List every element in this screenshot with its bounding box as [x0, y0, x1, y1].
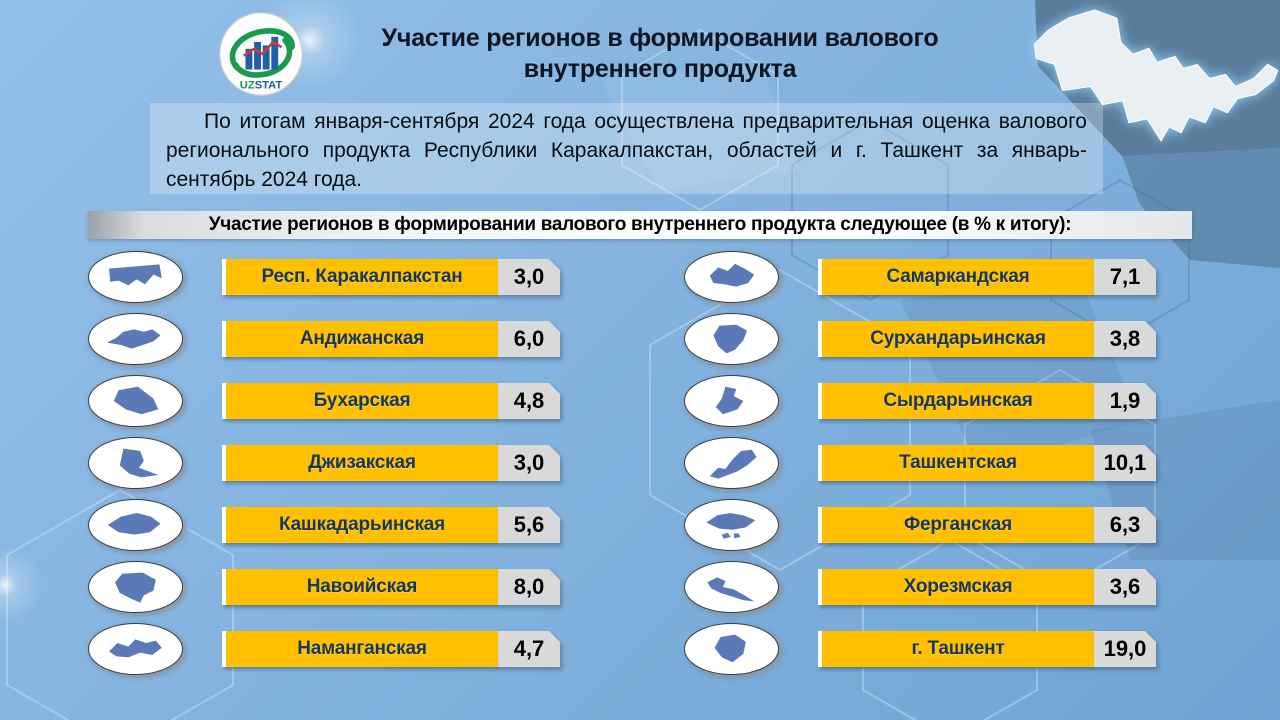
region-value: 8,0	[498, 569, 560, 605]
region-label-bar: Ташкентская	[818, 445, 1094, 481]
region-value: 3,6	[1094, 569, 1156, 605]
region-value: 3,8	[1094, 321, 1156, 357]
region-map-bukhara-icon	[88, 375, 183, 427]
logo-swoosh-icon	[229, 28, 295, 71]
page-title-line2: внутреннего продукта	[523, 55, 797, 83]
region-map-khorezm-icon	[684, 561, 779, 613]
region-name: Бухарская	[313, 390, 411, 411]
region-value: 7,1	[1094, 259, 1156, 295]
region-label-bar: Наманганская	[222, 631, 498, 667]
region-name: Наманганская	[297, 638, 427, 659]
region-name: Сырдарьинская	[883, 390, 1033, 411]
region-value: 4,8	[498, 383, 560, 419]
region-map-samarkand-icon	[684, 251, 779, 303]
regions-column-right: Самаркандская 7,1 Сурхандарьинская 3,8 С…	[684, 251, 1156, 701]
region-map-kashkadarya-icon	[88, 499, 183, 551]
region-row-syrdarya: Сырдарьинская 1,9	[684, 375, 1156, 427]
region-value: 1,9	[1094, 383, 1156, 419]
region-value: 3,0	[498, 259, 560, 295]
logo-trendline-icon	[243, 40, 283, 57]
region-value: 10,1	[1094, 445, 1156, 481]
region-label-bar: Сырдарьинская	[818, 383, 1094, 419]
region-name: Респ. Каракалпакстан	[261, 266, 463, 287]
region-name: Андижанская	[299, 328, 425, 349]
region-name: Навоийская	[306, 576, 418, 597]
region-row-tashkent-region: Ташкентская 10,1	[684, 437, 1156, 489]
lens-flare	[0, 540, 50, 630]
region-map-surkhandarya-icon	[684, 313, 779, 365]
region-label-bar: Сурхандарьинская	[818, 321, 1094, 357]
uzstat-logo: UZSTAT	[219, 12, 303, 96]
region-value: 6,3	[1094, 507, 1156, 543]
region-map-syrdarya-icon	[684, 375, 779, 427]
region-label-bar: Андижанская	[222, 321, 498, 357]
page-title: Участие регионов в формировании валового…	[310, 23, 1010, 85]
region-row-kashkadarya: Кашкадарьинская 5,6	[88, 499, 560, 551]
region-map-fergana-icon	[684, 499, 779, 551]
region-map-jizzakh-icon	[88, 437, 183, 489]
regions-column-left: Респ. Каракалпакстан 3,0 Андижанская 6,0…	[88, 251, 560, 701]
region-map-namangan-icon	[88, 623, 183, 675]
region-label-bar: Самаркандская	[818, 259, 1094, 295]
region-row-navoi: Навоийская 8,0	[88, 561, 560, 613]
region-name: Ферганская	[903, 514, 1013, 535]
region-map-tashkent-city-icon	[684, 623, 779, 675]
region-map-tashkent-region-icon	[684, 437, 779, 489]
region-label-bar: г. Ташкент	[818, 631, 1094, 667]
region-row-bukhara: Бухарская 4,8	[88, 375, 560, 427]
page-title-line1: Участие регионов в формировании валового	[381, 24, 939, 52]
uzbekistan-map-icon	[1033, 9, 1279, 142]
intro-paragraph: По итогам января-сентября 2024 года осущ…	[150, 103, 1103, 194]
section-heading: Участие регионов в формировании валового…	[88, 211, 1192, 239]
region-row-andijan: Андижанская 6,0	[88, 313, 560, 365]
region-label-bar: Джизакская	[222, 445, 498, 481]
region-map-navoi-icon	[88, 561, 183, 613]
region-value: 6,0	[498, 321, 560, 357]
region-label-bar: Бухарская	[222, 383, 498, 419]
region-value: 5,6	[498, 507, 560, 543]
region-row-jizzakh: Джизакская 3,0	[88, 437, 560, 489]
region-label-bar: Кашкадарьинская	[222, 507, 498, 543]
region-name: Кашкадарьинская	[278, 514, 446, 535]
region-row-khorezm: Хорезмская 3,6	[684, 561, 1156, 613]
region-value: 3,0	[498, 445, 560, 481]
region-row-namangan: Наманганская 4,7	[88, 623, 560, 675]
region-name: Сурхандарьинская	[870, 328, 1046, 349]
region-value: 19,0	[1094, 631, 1156, 667]
logo-barchart-icon	[245, 36, 279, 70]
region-row-karakalpakstan: Респ. Каракалпакстан 3,0	[88, 251, 560, 303]
region-name: Самаркандская	[886, 266, 1030, 287]
region-row-surkhandarya: Сурхандарьинская 3,8	[684, 313, 1156, 365]
region-name: Хорезмская	[903, 576, 1013, 597]
region-row-fergana: Ферганская 6,3	[684, 499, 1156, 551]
region-map-andijan-icon	[88, 313, 183, 365]
section-heading-text: Участие регионов в формировании валового…	[208, 214, 1072, 235]
region-name: Ташкентская	[899, 452, 1017, 473]
region-label-bar: Респ. Каракалпакстан	[222, 259, 498, 295]
region-name: Джизакская	[308, 452, 416, 473]
region-label-bar: Ферганская	[818, 507, 1094, 543]
region-name: г. Ташкент	[911, 638, 1005, 659]
region-label-bar: Хорезмская	[818, 569, 1094, 605]
region-label-bar: Навоийская	[222, 569, 498, 605]
svg-text:UZSTAT: UZSTAT	[240, 79, 283, 91]
region-row-samarkand: Самаркандская 7,1	[684, 251, 1156, 303]
region-row-tashkent-city: г. Ташкент 19,0	[684, 623, 1156, 675]
region-map-karakalpakstan-icon	[88, 251, 183, 303]
region-value: 4,7	[498, 631, 560, 667]
